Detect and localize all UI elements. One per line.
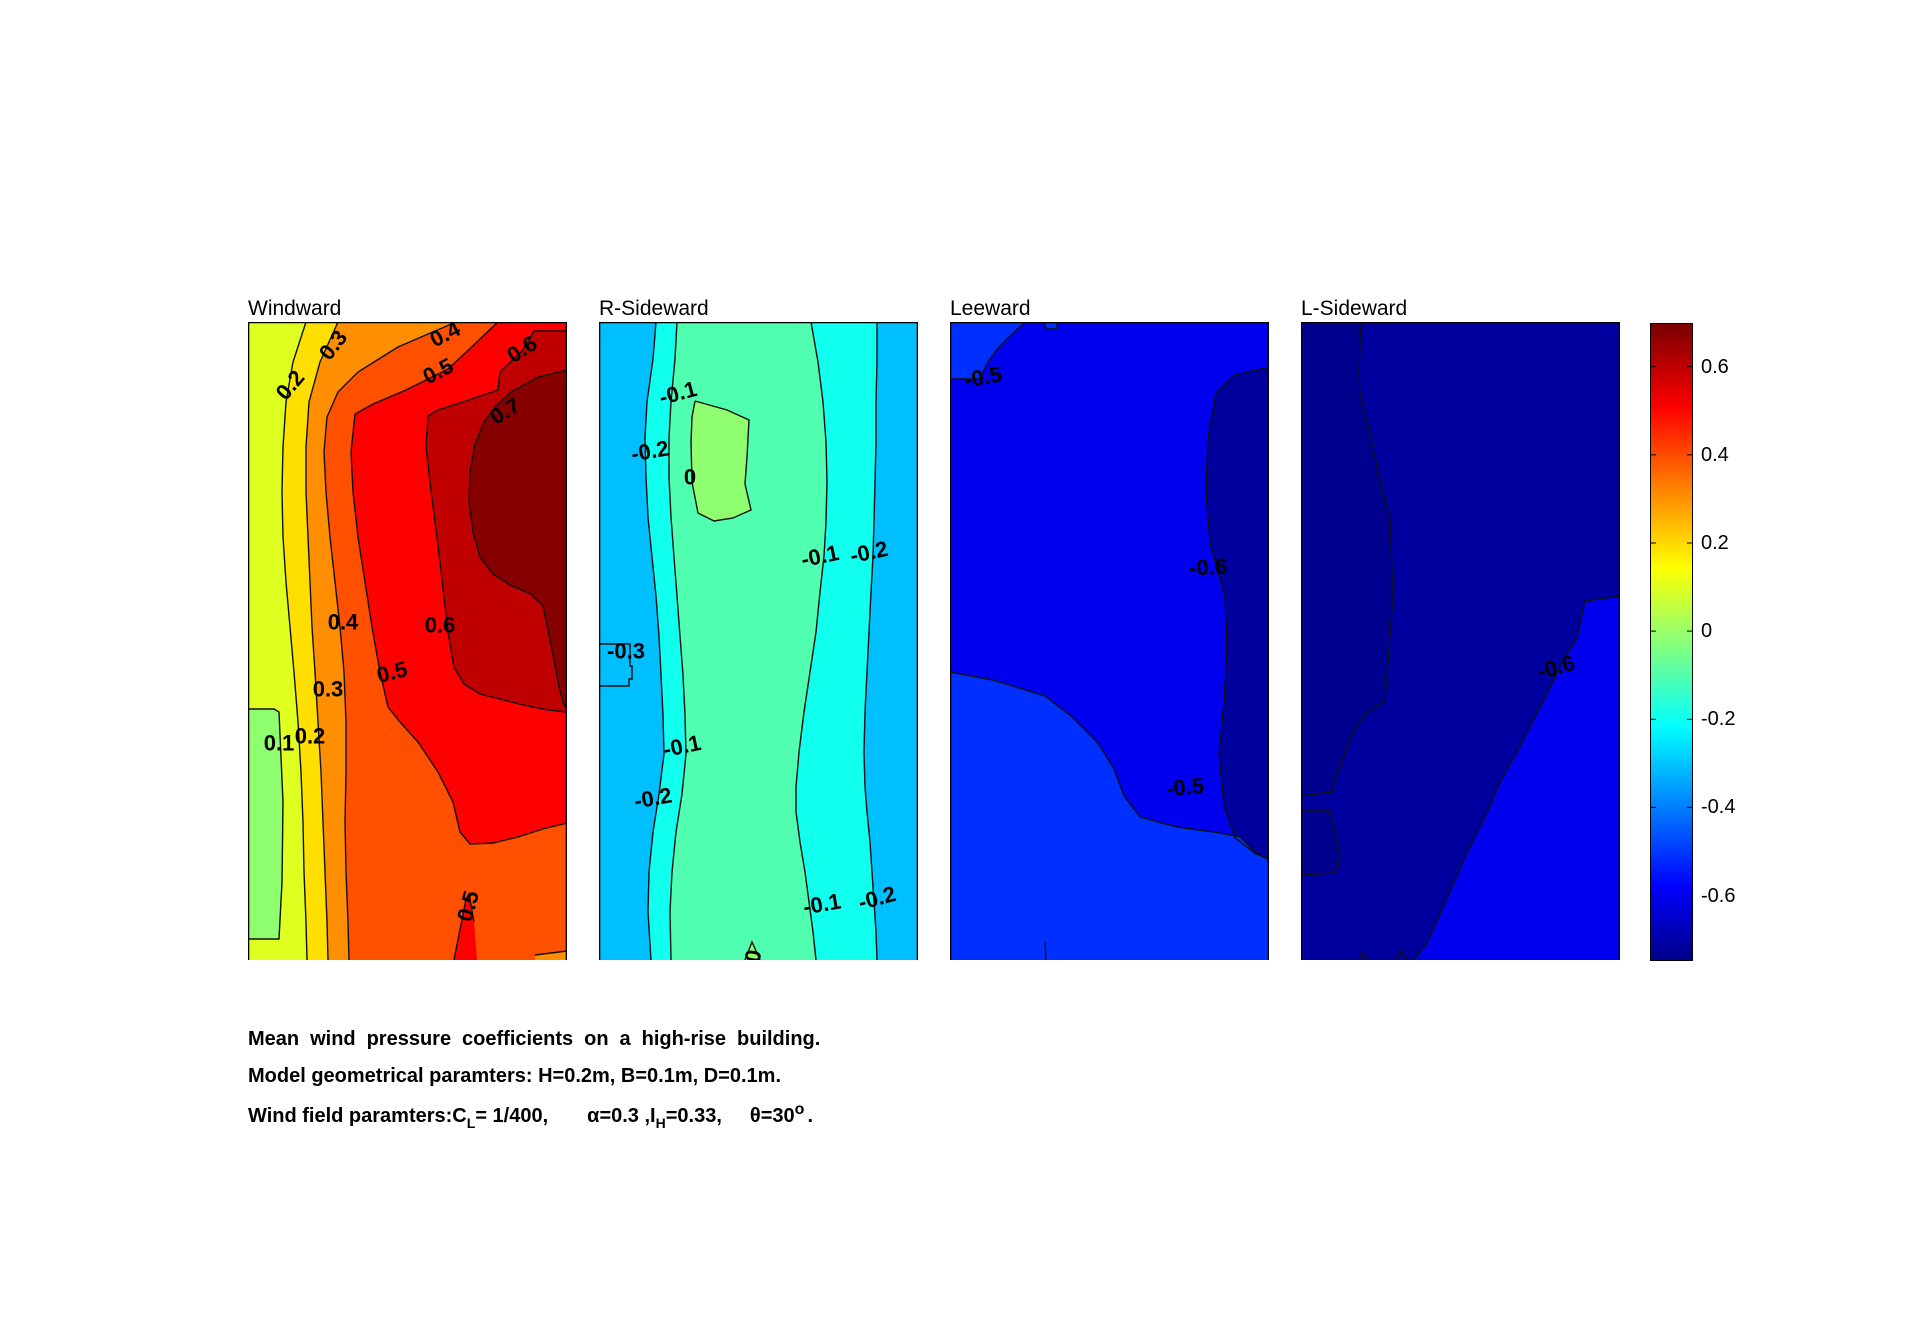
- svg-text:0.1: 0.1: [264, 731, 295, 756]
- svg-text:-0.3: -0.3: [607, 639, 645, 664]
- svg-text:0.6: 0.6: [425, 613, 456, 638]
- svg-text:0: 0: [684, 465, 696, 490]
- svg-text:0.4: 0.4: [328, 610, 359, 635]
- svg-text:0.2: 0.2: [295, 724, 326, 749]
- svg-text:0.3: 0.3: [313, 677, 344, 702]
- svg-text:-0.6: -0.6: [1188, 554, 1227, 581]
- svg-text:-0.5: -0.5: [1165, 773, 1205, 801]
